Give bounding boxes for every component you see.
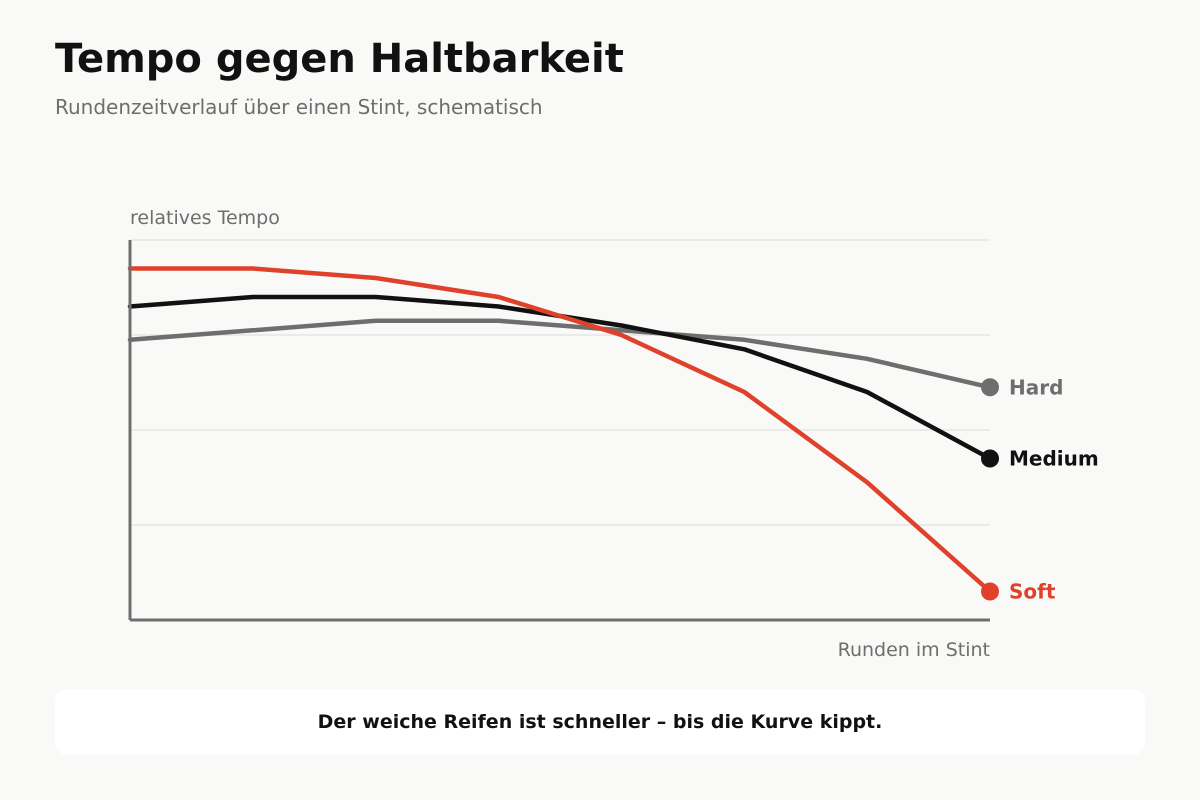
caption-box: Der weiche Reifen ist schneller – bis di… (55, 689, 1145, 755)
series-endpoint-hard (981, 378, 999, 397)
series-lines (127, 266, 993, 594)
caption-text: Der weiche Reifen ist schneller – bis di… (317, 711, 883, 733)
series-endpoint-medium (981, 449, 999, 468)
series-label-hard: Hard (1009, 375, 1063, 399)
chart-subtitle: Rundenzeitverlauf über einen Stint, sche… (55, 95, 543, 119)
series-endpoints: Hard Medium Soft (981, 375, 1099, 604)
series-line-medium (127, 294, 993, 461)
gridlines (130, 239, 990, 526)
series-line-soft (127, 266, 993, 594)
series-label-medium: Medium (1009, 447, 1099, 471)
series-label-soft: Soft (1009, 580, 1056, 604)
series-line-hard (127, 318, 993, 390)
x-axis-label: Runden im Stint (838, 639, 990, 661)
y-axis-label: relatives Tempo (130, 207, 280, 229)
chart-title: Tempo gegen Haltbarkeit (55, 36, 624, 82)
series-endpoint-soft (981, 582, 999, 601)
